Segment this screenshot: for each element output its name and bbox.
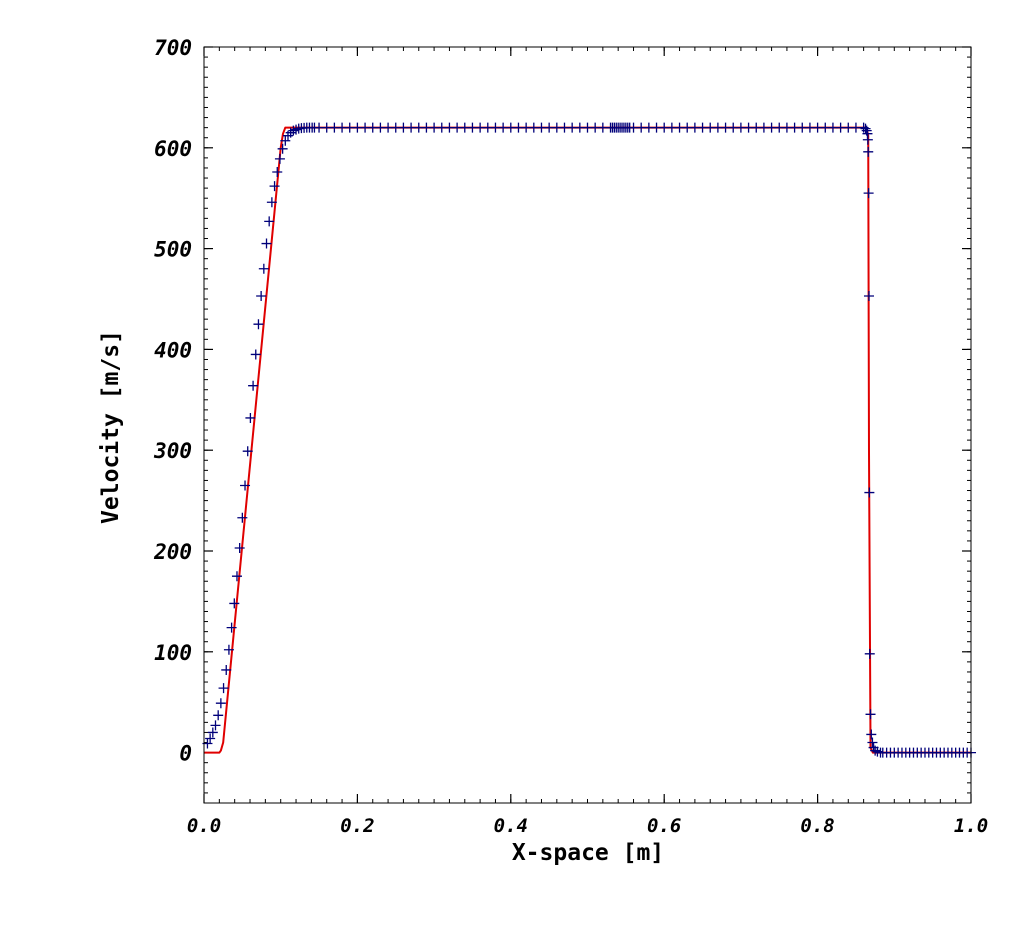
y-tick-labels: 0 100 200 300 400 500 600 700 (153, 36, 192, 766)
data-point-marker (291, 124, 302, 135)
y-axis-title: Velocity [m/s] (98, 330, 124, 524)
data-point-marker (266, 197, 277, 208)
plot-content (202, 122, 976, 758)
data-point-marker (280, 135, 291, 146)
data-point-marker (862, 134, 873, 145)
x-tick-label: 0.6 (647, 815, 681, 837)
data-point-marker (226, 622, 237, 633)
y-tick-label: 500 (154, 238, 192, 262)
minor-ticks (203, 46, 972, 804)
data-point-marker (207, 727, 218, 738)
y-tick-label: 400 (154, 338, 192, 362)
plot-frame (203, 46, 972, 804)
data-point-marker (863, 290, 874, 301)
x-tick-label: 0.8 (800, 815, 834, 837)
data-point-marker (261, 238, 272, 249)
data-point-marker (870, 745, 881, 756)
data-point-marker (237, 512, 248, 523)
data-point-marker (258, 263, 269, 274)
data-point-marker (234, 542, 245, 553)
data-point-marker (867, 737, 878, 748)
data-point-marker (864, 487, 875, 498)
x-tick-label: 0.4 (494, 815, 528, 837)
data-point-marker (256, 290, 267, 301)
data-point-marker (248, 380, 259, 391)
y-tick-label: 300 (153, 439, 192, 463)
data-point-marker (866, 729, 877, 740)
y-tick-label: 100 (154, 641, 192, 665)
data-point-marker (229, 598, 240, 609)
data-point-marker (264, 216, 275, 227)
data-point-marker (272, 166, 283, 177)
y-tick-label: 600 (154, 137, 192, 161)
data-point-marker (860, 123, 871, 134)
x-tick-labels: 0.0 0.2 0.4 0.6 0.8 1.0 (187, 815, 988, 837)
data-point-marker (240, 480, 251, 491)
data-point-marker (864, 648, 875, 659)
data-point-marker (288, 125, 299, 136)
data-point-marker (205, 733, 216, 744)
data-point-marker (242, 446, 253, 457)
y-tick-label: 700 (154, 36, 192, 60)
data-point-marker (215, 698, 226, 709)
data-point-marker (253, 319, 264, 330)
data-point-marker (863, 146, 874, 157)
data-point-marker (223, 644, 234, 655)
data-point-marker (213, 710, 224, 721)
x-tick-label: 0.2 (340, 815, 374, 837)
data-point-marker (274, 153, 285, 164)
series-markers (202, 122, 976, 758)
y-tick-label: 0 (179, 742, 192, 766)
data-point-marker (269, 181, 280, 192)
x-tick-label: 1.0 (954, 815, 988, 837)
data-point-marker (277, 143, 288, 154)
data-point-marker (221, 664, 232, 675)
y-tick-label: 200 (153, 540, 192, 564)
x-tick-label: 0.0 (187, 815, 221, 837)
data-point-marker (865, 709, 876, 720)
data-point-marker (863, 188, 874, 199)
data-point-marker (218, 683, 229, 694)
data-point-marker (250, 349, 261, 360)
x-axis-title: X-space [m] (512, 840, 664, 866)
data-point-marker (210, 720, 221, 731)
data-point-marker (245, 412, 256, 423)
data-point-marker (231, 571, 242, 582)
